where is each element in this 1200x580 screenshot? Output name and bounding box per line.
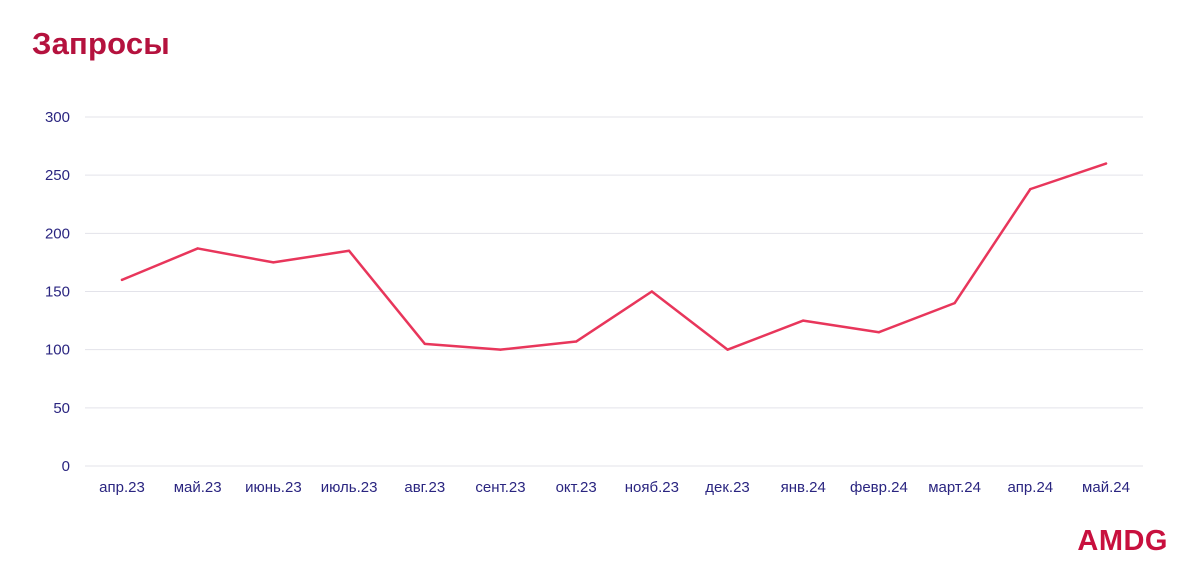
data-point <box>1104 162 1108 165</box>
data-point <box>574 340 578 343</box>
x-tick-label: апр.24 <box>1007 479 1053 496</box>
x-tick-label: июнь.23 <box>245 479 302 496</box>
data-point <box>423 342 426 346</box>
series-line <box>120 162 1108 351</box>
y-axis: 0 50 100 150 200 250 300 <box>45 109 70 475</box>
data-point <box>650 290 654 293</box>
x-tick-label: сент.23 <box>475 479 525 496</box>
data-point <box>877 331 881 334</box>
series <box>120 162 1108 351</box>
data-point <box>499 348 502 351</box>
x-tick-label: май.24 <box>1082 479 1130 496</box>
y-tick-label: 100 <box>45 342 70 359</box>
y-tick-label: 300 <box>45 109 70 126</box>
x-tick-label: янв.24 <box>781 479 826 496</box>
x-tick-label: февр.24 <box>850 479 908 496</box>
data-point <box>953 301 956 305</box>
data-point <box>272 261 275 264</box>
data-point <box>347 249 351 252</box>
brand-logo: AMDG <box>1077 525 1168 557</box>
y-tick-label: 0 <box>62 458 70 475</box>
x-tick-label: окт.23 <box>556 479 597 496</box>
data-point <box>196 247 199 250</box>
data-point <box>120 278 124 282</box>
x-tick-label: июль.23 <box>321 479 378 496</box>
data-point <box>726 348 729 351</box>
data-point <box>1029 187 1032 191</box>
y-tick-label: 50 <box>53 400 70 417</box>
x-tick-label: апр.23 <box>99 479 145 496</box>
x-tick-label: март.24 <box>928 479 981 496</box>
x-tick-label: нояб.23 <box>625 479 679 496</box>
y-tick-label: 150 <box>45 284 70 301</box>
x-tick-label: авг.23 <box>404 479 445 496</box>
x-tick-label: дек.23 <box>705 479 750 496</box>
grid-lines <box>85 116 1143 467</box>
y-tick-label: 250 <box>45 167 70 184</box>
data-point <box>802 319 805 322</box>
y-tick-label: 200 <box>45 225 70 242</box>
page-title: Запросы <box>32 26 170 61</box>
x-axis: апр.23 май.23 июнь.23 июль.23 авг.23 сент.23 о… <box>99 479 1130 496</box>
x-tick-label: май.23 <box>174 479 222 496</box>
